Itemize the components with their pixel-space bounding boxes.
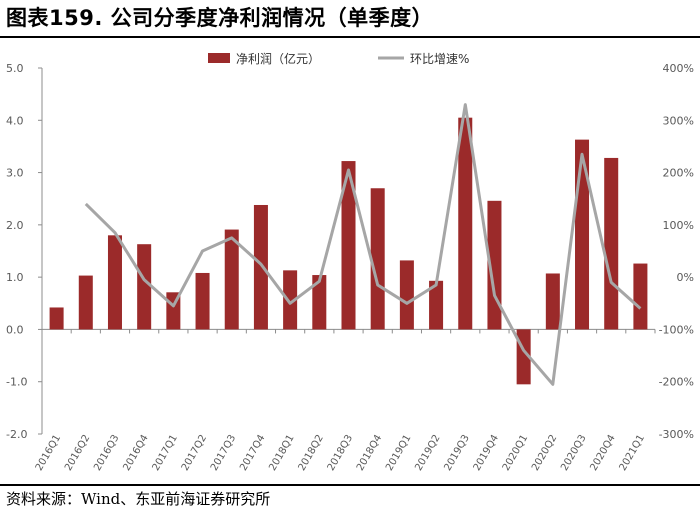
bar — [370, 188, 385, 330]
bar — [399, 260, 414, 330]
line-series — [84, 103, 642, 386]
x-tick-label: 2019Q4 — [472, 433, 501, 473]
bar — [545, 273, 560, 330]
y-left-tick-label: 3.0 — [6, 167, 24, 180]
y-left-tick-label: 2.0 — [6, 219, 24, 232]
y-left-tick-label: -1.0 — [6, 376, 27, 389]
x-tick-label: 2017Q3 — [209, 433, 238, 473]
x-tick-label: 2017Q4 — [238, 433, 267, 473]
y-right-tick-label: 300% — [663, 114, 694, 127]
growth-line — [84, 103, 642, 386]
bar — [253, 204, 268, 330]
x-tick-label: 2020Q2 — [530, 433, 559, 473]
bar-series — [49, 117, 648, 385]
y-right-tick-label: 200% — [663, 167, 694, 180]
bar — [137, 244, 152, 330]
y-right-tick-label: -300% — [659, 428, 694, 441]
y-left-tick-label: 0.0 — [6, 323, 24, 336]
bar — [195, 272, 210, 330]
y-left-tick-label: 4.0 — [6, 114, 24, 127]
bar — [78, 275, 93, 330]
bar — [633, 263, 648, 330]
bar — [429, 280, 444, 330]
source-note: 资料来源：Wind、东亚前海证券研究所 — [6, 490, 271, 508]
bar — [604, 157, 619, 330]
bar — [487, 200, 502, 330]
bar — [458, 117, 473, 330]
x-tick-label: 2018Q1 — [267, 433, 296, 473]
bar — [312, 275, 327, 330]
legend-line-label: 环比增速% — [410, 52, 469, 66]
x-tick-label: 2021Q1 — [618, 433, 647, 473]
bar — [283, 270, 298, 330]
y-left-tick-label: 1.0 — [6, 271, 24, 284]
legend: 净利润（亿元） 环比增速% — [208, 51, 469, 66]
x-tick-label: 2018Q4 — [355, 433, 384, 473]
source-rule — [0, 484, 700, 486]
bar — [49, 307, 64, 330]
title-rule — [0, 36, 700, 38]
chart-title: 图表159. 公司分季度净利润情况（单季度） — [6, 6, 434, 30]
y-right-tick-label: 0% — [677, 271, 694, 284]
legend-bar-swatch — [208, 53, 230, 63]
x-tick-label: 2018Q3 — [326, 433, 355, 473]
x-tick-label: 2020Q1 — [501, 433, 530, 473]
x-tick-label: 2019Q1 — [384, 433, 413, 473]
bar — [341, 161, 356, 330]
bar — [575, 139, 590, 330]
x-tick-label: 2019Q3 — [442, 433, 471, 473]
x-tick-label: 2016Q3 — [92, 433, 121, 473]
y-right-tick-label: 100% — [663, 219, 694, 232]
x-tick-label: 2016Q4 — [121, 433, 150, 473]
legend-bar-label: 净利润（亿元） — [236, 51, 320, 66]
bar — [107, 235, 122, 330]
x-tick-label: 2020Q4 — [588, 433, 617, 473]
bar — [224, 229, 239, 330]
x-tick-label: 2017Q1 — [151, 433, 180, 473]
y-right-tick-label: -200% — [659, 376, 694, 389]
x-tick-label: 2018Q2 — [297, 433, 326, 473]
y-left-tick-label: -2.0 — [6, 428, 27, 441]
y-left-tick-label: 5.0 — [6, 62, 24, 75]
x-tick-label: 2016Q2 — [63, 433, 92, 473]
x-tick-label: 2019Q2 — [413, 433, 442, 473]
x-tick-label: 2020Q3 — [559, 433, 588, 473]
combo-chart: -2.0 -1.0 0.0 1.0 2.0 3.0 4.0 5.0 -300% -200% -100… — [6, 51, 694, 473]
x-tick-label: 2016Q1 — [34, 433, 63, 473]
y-right-tick-label: -100% — [659, 323, 694, 336]
x-tick-label: 2017Q2 — [180, 433, 209, 473]
y-right-tick-label: 400% — [663, 62, 694, 75]
